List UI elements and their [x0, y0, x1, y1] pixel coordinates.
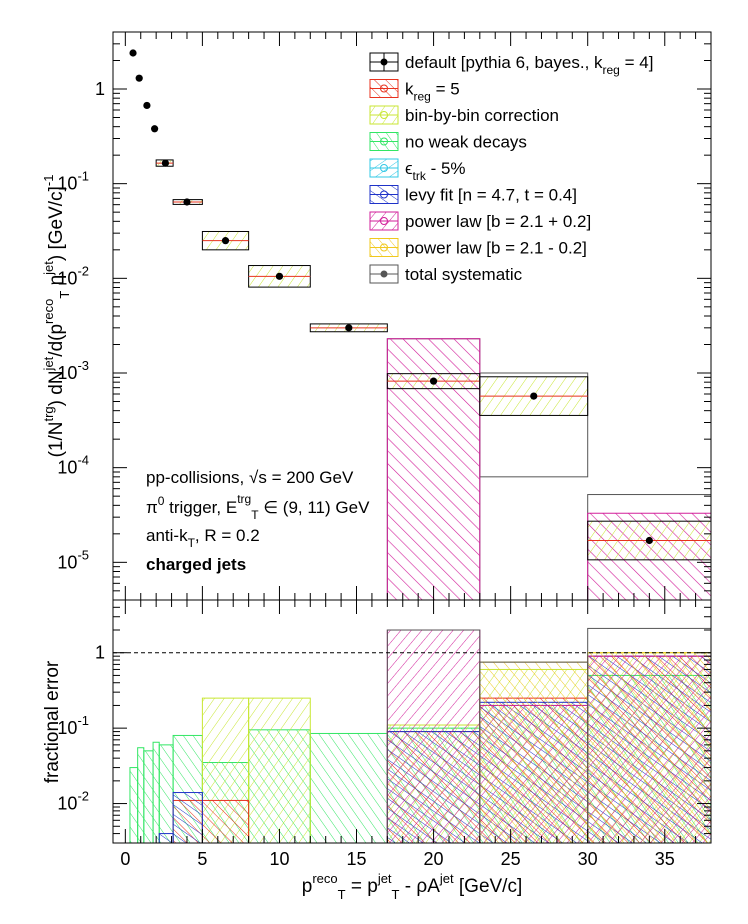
y-tick-label: 1 — [95, 643, 105, 663]
legend-label: power law [b = 2.1 - 0.2] — [405, 239, 587, 258]
y-tick-label: 10-1 — [57, 713, 89, 738]
data-point — [645, 536, 653, 545]
annotation-algorithm: anti-kT, R = 0.2 — [146, 526, 260, 550]
legend-entry: default [pythia 6, bayes., kreg = 4] — [369, 52, 653, 77]
x-tick-label: 35 — [655, 849, 675, 869]
top-plot-area — [129, 49, 711, 600]
legend-marker — [380, 84, 388, 93]
error-bar-bin — [587, 652, 711, 843]
y-tick-label: 10-3 — [57, 358, 89, 383]
x-tick-label: 5 — [197, 849, 207, 869]
error-bar-bin — [309, 732, 388, 843]
x-tick-label: 25 — [501, 849, 521, 869]
bottom-panel: 1 10-1 10-2 0 5 10 15 20 25 30 35 — [57, 599, 712, 869]
annotations: pp-collisions, √s = 200 GeV π0 trigger, E… — [146, 468, 370, 574]
legend-entry: kreg = 5 — [369, 79, 460, 104]
legend-entry: power law [b = 2.1 - 0.2] — [369, 238, 587, 258]
error-bar-bin — [172, 792, 203, 843]
legend-entry: total systematic — [369, 264, 523, 284]
error-bar-bin — [158, 744, 174, 843]
legend-label: bin-by-bin correction — [405, 106, 559, 125]
error-bar-bin — [129, 767, 139, 843]
legend-label: default [pythia 6, bayes., kreg = 4] — [405, 53, 653, 77]
legend-marker — [380, 137, 388, 146]
bottom-plot-area — [129, 627, 711, 843]
legend-marker — [380, 190, 388, 199]
legend-entry: levy fit [n = 4.7, t = 0.4] — [369, 185, 577, 205]
legend-marker — [380, 58, 388, 66]
bottom-y-axis-label: fractional error — [42, 660, 63, 783]
legend-marker — [380, 270, 388, 278]
data-point — [221, 237, 230, 245]
legend-entry: bin-by-bin correction — [369, 105, 559, 125]
legend-marker — [380, 111, 388, 119]
annotation-trigger: π0 trigger, EtrgT ∈ (9, 11) GeV — [146, 492, 370, 522]
top-panel: 1 10-1 10-2 10-3 10-4 10-5 — [57, 31, 712, 601]
legend-entry: power law [b = 2.1 + 0.2] — [369, 211, 591, 231]
error-bar-bin — [152, 741, 160, 843]
x-axis-label: precoT = pjetT - ρAjet [GeV/c] — [302, 871, 523, 902]
error-bar-bin — [248, 697, 311, 843]
annotation-collisions: pp-collisions, √s = 200 GeV — [146, 468, 354, 487]
data-point — [151, 125, 159, 133]
y-tick-label: 10-2 — [57, 789, 89, 814]
legend-label: total systematic — [405, 265, 523, 284]
annotation-jets: charged jets — [146, 555, 246, 574]
data-point — [275, 272, 284, 280]
y-tick-label: 10-1 — [57, 169, 89, 194]
error-bar-bin — [143, 750, 154, 843]
data-point — [183, 198, 191, 206]
y-tick-label: 10-2 — [57, 263, 89, 288]
legend-label: ϵtrk - 5% — [405, 159, 466, 183]
error-bar-bin — [479, 661, 589, 843]
bottom-frame — [112, 599, 712, 844]
error-bar-bin — [386, 629, 481, 843]
data-point — [143, 101, 151, 110]
y-tick-label: 10-5 — [57, 547, 89, 572]
data-point — [429, 377, 438, 385]
x-tick-label: 10 — [269, 849, 289, 869]
legend-entry: ϵtrk - 5% — [369, 158, 466, 183]
error-bar-bin — [158, 833, 174, 843]
x-tick-label: 20 — [424, 849, 444, 869]
error-bar-bin — [201, 799, 250, 843]
legend-label: power law [b = 2.1 + 0.2] — [405, 212, 591, 231]
legend-label: levy fit [n = 4.7, t = 0.4] — [405, 186, 577, 205]
legend-label: kreg = 5 — [405, 80, 460, 104]
legend: default [pythia 6, bayes., kreg = 4] kreg… — [369, 52, 653, 284]
legend-marker — [380, 217, 388, 225]
data-point — [345, 324, 353, 332]
top-y-axis-label: (1/Ntrg) dNjet/d(precoT ηjet) [GeV/c]-1 — [41, 175, 72, 458]
axis-labels: (1/Ntrg) dNjet/d(precoT ηjet) [GeV/c]-1 f… — [41, 175, 522, 902]
data-point — [530, 392, 538, 400]
data-point — [161, 159, 170, 167]
y-tick-label: 1 — [95, 79, 105, 99]
x-tick-label: 0 — [120, 849, 130, 869]
legend-marker — [380, 243, 388, 252]
legend-entry: no weak decays — [369, 132, 527, 152]
legend-marker — [380, 164, 388, 172]
y-tick-label: 10-4 — [57, 453, 89, 478]
data-point — [135, 74, 143, 82]
legend-label: no weak decays — [405, 133, 527, 152]
x-tick-label: 15 — [346, 849, 366, 869]
error-bar-bin — [137, 747, 145, 843]
x-tick-label: 30 — [578, 849, 598, 869]
data-point — [129, 49, 137, 57]
